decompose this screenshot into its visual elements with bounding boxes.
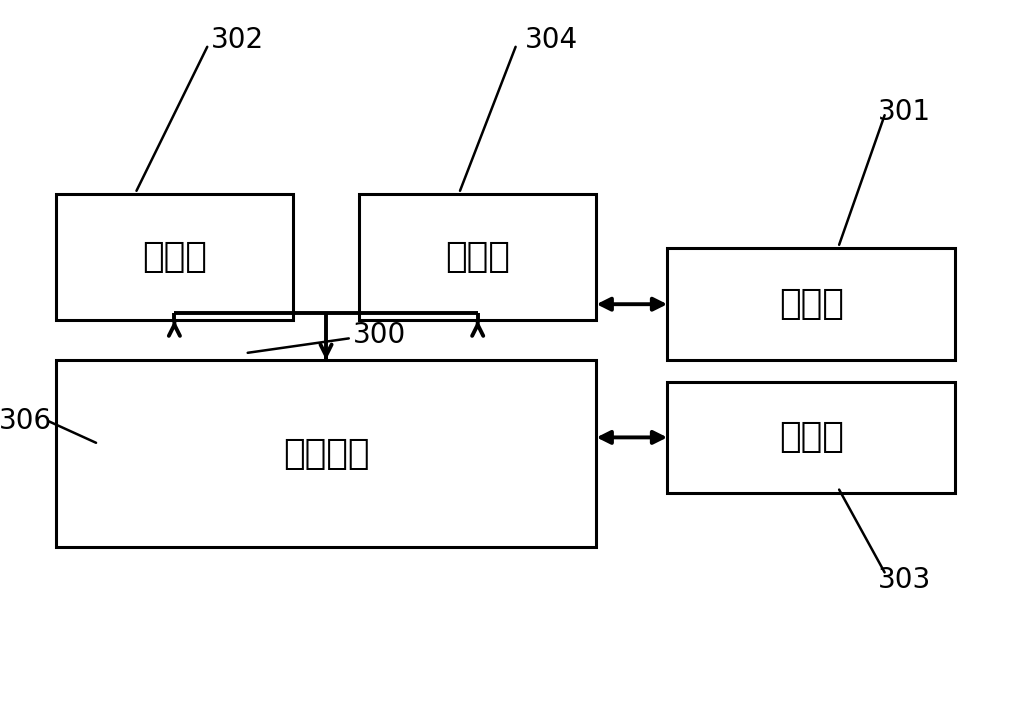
Text: 306: 306 — [0, 408, 52, 435]
Bar — [359, 194, 596, 320]
Bar — [667, 248, 955, 360]
Text: 303: 303 — [879, 566, 931, 593]
Text: 处理器: 处理器 — [142, 240, 207, 274]
Text: 301: 301 — [879, 98, 931, 125]
Text: 总线接口: 总线接口 — [283, 436, 369, 471]
Text: 300: 300 — [353, 321, 405, 348]
Text: 存储器: 存储器 — [445, 240, 511, 274]
Text: 发送器: 发送器 — [778, 420, 844, 454]
Text: 接收器: 接收器 — [778, 287, 844, 321]
Bar — [667, 382, 955, 493]
Text: 304: 304 — [525, 26, 577, 53]
Text: 302: 302 — [211, 26, 264, 53]
Bar — [56, 360, 596, 547]
Bar — [56, 194, 293, 320]
